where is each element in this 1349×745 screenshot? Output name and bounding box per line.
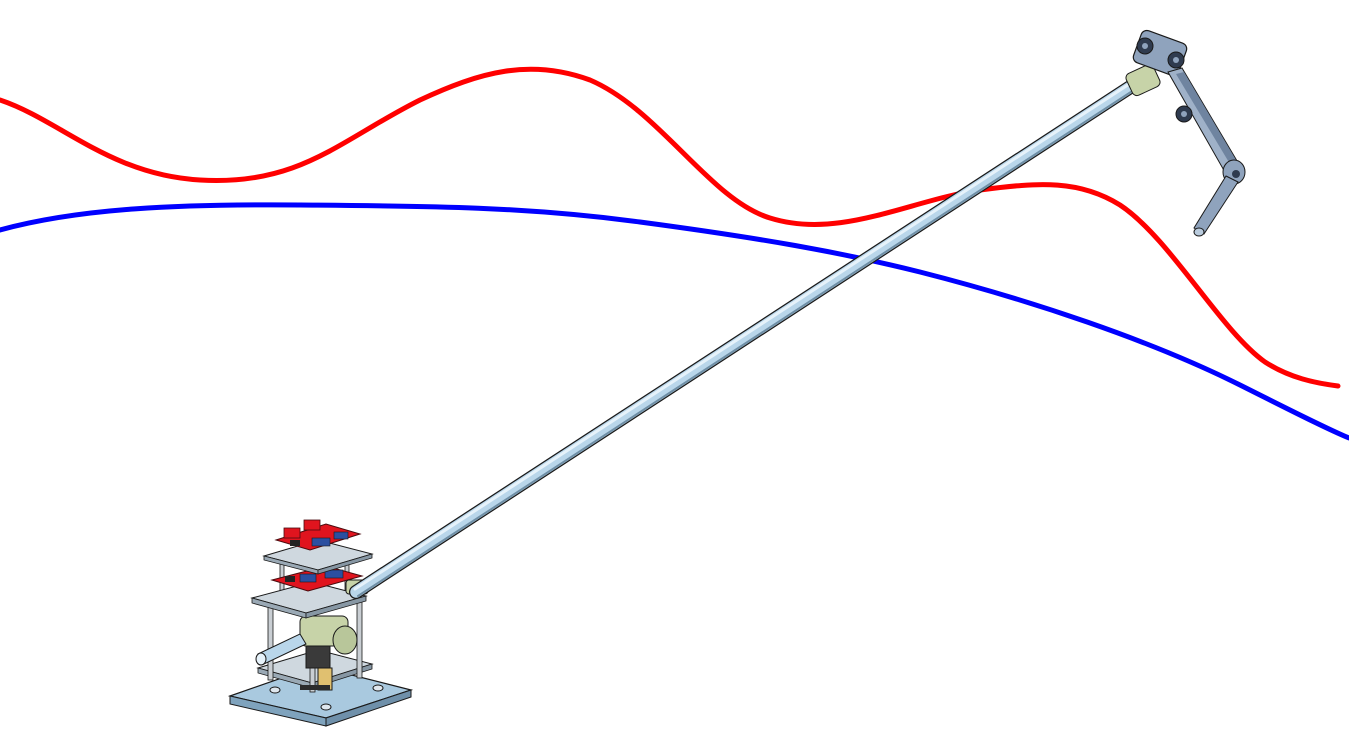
wrist-link [1167, 67, 1246, 185]
main-rod [349, 75, 1145, 599]
upper-pcb [274, 519, 362, 551]
end-effector-probe [1193, 175, 1239, 237]
base-plate [227, 665, 414, 727]
blue-trajectory-curve [0, 202, 1349, 441]
end-effector-assembly [1125, 29, 1246, 237]
base-assembly [227, 519, 414, 727]
middle-frame-plate [250, 581, 368, 619]
red-trajectory-curve [0, 66, 1341, 389]
wrist-servo [1132, 29, 1188, 77]
motor-gearbox [299, 615, 358, 691]
rear-rod-stub [255, 633, 307, 666]
